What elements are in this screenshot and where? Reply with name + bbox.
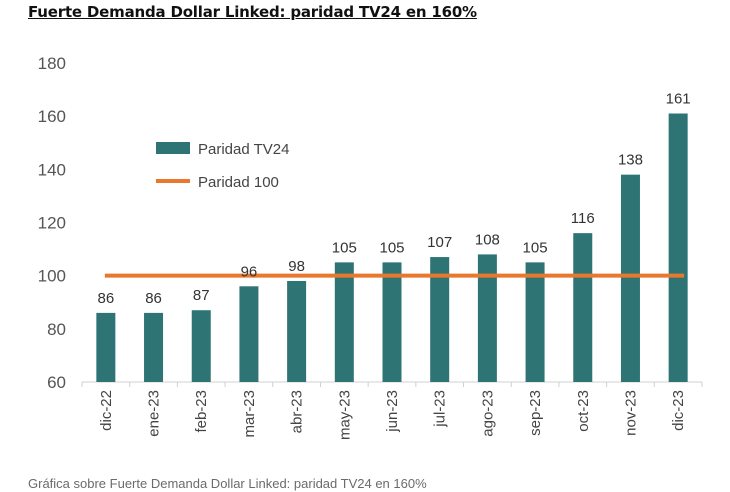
bar-feb-23 — [191, 310, 211, 382]
y-tick-label: 100 — [38, 267, 66, 286]
data-label: 105 — [379, 239, 404, 256]
x-tick-label: dic-23 — [670, 390, 687, 431]
bar-jun-23 — [382, 262, 402, 382]
y-tick-label: 60 — [47, 373, 66, 392]
x-tick-label: mar-23 — [241, 390, 258, 438]
data-label: 161 — [666, 91, 691, 108]
legend-label-paridad-tv24: Paridad TV24 — [198, 141, 289, 158]
data-label: 107 — [427, 234, 452, 251]
bar-nov-23 — [620, 174, 640, 382]
y-tick-label: 80 — [47, 320, 66, 339]
data-label: 108 — [475, 231, 500, 248]
x-tick-label: dic-22 — [98, 390, 115, 431]
data-labels: 86 86 87 96 98 105 105 107 108 105 116 138 161 — [98, 91, 691, 307]
bar-may-23 — [334, 262, 354, 382]
x-axis-labels: dic-22 ene-23 feb-23 mar-23 abr-23 may-23 jun-… — [98, 390, 687, 440]
legend-swatch-paridad-tv24 — [156, 142, 190, 154]
x-tick-label: abr-23 — [289, 390, 306, 433]
data-label: 96 — [241, 263, 258, 280]
y-tick-label: 160 — [38, 107, 66, 126]
bar-dic-23 — [668, 113, 688, 382]
x-tick-label: ene-23 — [146, 390, 163, 437]
data-label: 138 — [618, 152, 643, 169]
y-tick-label: 180 — [38, 54, 66, 73]
x-tick-label: feb-23 — [193, 390, 210, 433]
x-tick-label: ago-23 — [479, 390, 496, 437]
data-label: 87 — [193, 287, 210, 304]
bar-oct-23 — [573, 233, 593, 382]
bar-sep-23 — [525, 262, 545, 382]
page-title: Fuerte Demanda Dollar Linked: paridad TV… — [28, 3, 477, 21]
bar-mar-23 — [239, 286, 259, 382]
data-label: 105 — [523, 239, 548, 256]
x-tick-label: jun-23 — [384, 390, 401, 433]
bar-dic-22 — [96, 312, 116, 382]
chart-caption: Gráfica sobre Fuerte Demanda Dollar Link… — [28, 476, 427, 491]
x-axis-ticks — [81, 382, 703, 387]
bar-chart: 60 80 100 120 140 160 180 86 86 87 96 98 105 105 107 1… — [38, 54, 703, 440]
x-tick-label: nov-23 — [622, 390, 639, 436]
x-tick-label: jul-23 — [432, 390, 449, 428]
y-tick-label: 120 — [38, 214, 66, 233]
x-tick-label: sep-23 — [527, 390, 544, 436]
legend-label-paridad-100: Paridad 100 — [198, 174, 279, 191]
x-tick-label: oct-23 — [575, 390, 592, 432]
bar-ago-23 — [477, 254, 497, 382]
bar-jul-23 — [430, 257, 450, 382]
y-tick-label: 140 — [38, 160, 66, 179]
bar-series — [96, 113, 688, 382]
data-label: 86 — [98, 290, 115, 307]
x-tick-label: may-23 — [336, 390, 353, 440]
data-label: 98 — [288, 258, 305, 275]
y-axis-labels: 60 80 100 120 140 160 180 — [38, 54, 66, 392]
data-label: 86 — [145, 290, 162, 307]
legend: Paridad TV24 Paridad 100 — [156, 141, 289, 191]
data-label: 116 — [571, 210, 595, 227]
bar-abr-23 — [287, 280, 307, 382]
bar-ene-23 — [144, 312, 164, 382]
data-label: 105 — [332, 239, 357, 256]
